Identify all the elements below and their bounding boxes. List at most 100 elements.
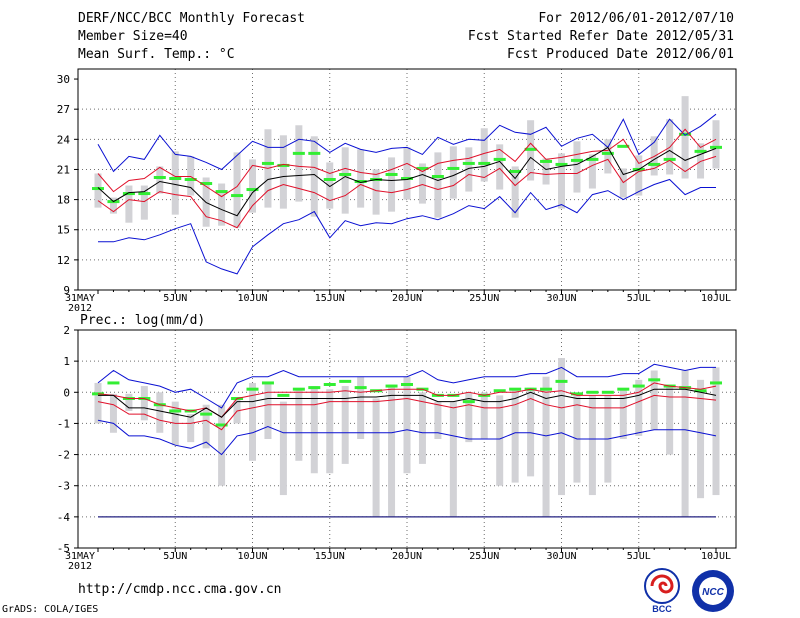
ncc-logo-text: NCC bbox=[702, 587, 724, 598]
spread-bar bbox=[434, 401, 442, 439]
spread-bar bbox=[264, 382, 272, 439]
forecast-period: For 2012/06/01-2012/07/10 bbox=[538, 11, 734, 26]
x-tick-label: 5JUN bbox=[163, 551, 187, 562]
spread-bar bbox=[156, 392, 164, 433]
x-tick-label: 15JUN bbox=[315, 293, 345, 304]
spread-bar bbox=[465, 392, 473, 443]
spread-bar bbox=[388, 157, 396, 212]
spread-bar bbox=[357, 376, 365, 439]
bcc-logo-ring bbox=[644, 568, 680, 604]
spread-bar bbox=[650, 370, 658, 430]
spread-bar bbox=[573, 141, 581, 193]
y-tick-label: 24 bbox=[57, 133, 71, 146]
spread-bar bbox=[372, 398, 380, 517]
series-line-mean bbox=[98, 388, 717, 418]
x-tick-label: 5JUL bbox=[627, 293, 651, 304]
x-tick-label: 5JUL bbox=[627, 551, 651, 562]
y-tick-label: 18 bbox=[57, 194, 70, 207]
y-tick-label: 21 bbox=[57, 163, 70, 176]
y-tick-label: 30 bbox=[57, 73, 70, 86]
y-tick-label: -1 bbox=[57, 417, 70, 430]
spread-bar bbox=[249, 159, 256, 213]
y-tick-label: -4 bbox=[57, 511, 71, 524]
series-line-upper bbox=[97, 128, 717, 198]
spread-bar bbox=[202, 404, 210, 449]
spread-bar bbox=[681, 96, 689, 179]
spread-bar bbox=[295, 125, 303, 202]
spread-bar bbox=[418, 392, 426, 464]
series-line-lower bbox=[97, 394, 717, 431]
spread-bar bbox=[326, 162, 334, 209]
spread-bar bbox=[341, 386, 349, 464]
spread-bar bbox=[604, 139, 612, 174]
spread-bar bbox=[233, 152, 241, 228]
series-line-min bbox=[97, 419, 717, 456]
bcc-logo-swirl bbox=[650, 574, 674, 594]
spread-bar bbox=[588, 154, 596, 189]
spread-bar bbox=[218, 404, 226, 486]
x-tick-label: 31MAY bbox=[65, 551, 95, 562]
x-tick-label: 25JUN bbox=[469, 551, 499, 562]
y-tick-label: 27 bbox=[57, 103, 70, 116]
y-tick-label: -3 bbox=[57, 480, 70, 493]
bcc-logo-text: BCC bbox=[652, 604, 672, 614]
x-tick-label: 30JUN bbox=[546, 551, 576, 562]
spread-bar bbox=[697, 379, 705, 499]
spread-bar bbox=[588, 395, 596, 496]
spread-bar bbox=[712, 367, 720, 496]
spread-bar bbox=[109, 393, 117, 433]
spread-bar bbox=[279, 135, 287, 209]
spread-bar bbox=[465, 147, 473, 192]
spread-bar bbox=[156, 166, 164, 194]
spread-bar bbox=[480, 128, 488, 182]
x-tick-label: 25JUN bbox=[469, 293, 499, 304]
spread-bar bbox=[496, 144, 504, 190]
y-tick-label: 1 bbox=[63, 355, 70, 368]
spread-bar bbox=[249, 382, 256, 461]
y-tick-label: 15 bbox=[57, 224, 70, 237]
spread-bar bbox=[372, 169, 380, 215]
spread-bar bbox=[310, 136, 318, 217]
spread-bar bbox=[94, 173, 102, 208]
series-line-upper bbox=[97, 382, 717, 418]
spread-bar bbox=[527, 387, 535, 477]
spread-bar bbox=[125, 393, 133, 411]
variable-label: Mean Surf. Temp.: °C bbox=[78, 47, 235, 62]
x-tick-label: 31MAY bbox=[65, 293, 95, 304]
series-line-min bbox=[98, 178, 716, 275]
y-tick-label: -5 bbox=[57, 542, 70, 555]
spread-bar bbox=[496, 395, 504, 486]
y-tick-label: 12 bbox=[57, 254, 70, 267]
spread-bar bbox=[357, 149, 365, 208]
x-tick-label: 15JUN bbox=[315, 551, 345, 562]
spread-bar bbox=[279, 401, 287, 496]
spread-bar bbox=[542, 376, 550, 517]
spread-bar bbox=[109, 197, 117, 214]
spread-bar bbox=[140, 185, 148, 220]
source-url[interactable]: http://cmdp.ncc.cma.gov.cn bbox=[78, 582, 282, 597]
spread-bar bbox=[187, 414, 195, 443]
fcst-produced-date: Fcst Produced Date 2012/06/01 bbox=[507, 47, 734, 62]
series-line-max bbox=[97, 363, 716, 409]
x-tick-label: 30JUN bbox=[546, 293, 576, 304]
chart-title: DERF/NCC/BCC Monthly Forecast bbox=[78, 11, 305, 26]
spread-bar bbox=[449, 146, 457, 199]
series-line-mean bbox=[97, 146, 717, 217]
spread-bar bbox=[94, 382, 102, 424]
x-tick-label: 5JUN bbox=[163, 293, 187, 304]
ncc-logo: NCC bbox=[692, 570, 734, 612]
spread-bar bbox=[635, 379, 643, 436]
x-tick-label: 10JUL bbox=[701, 551, 731, 562]
spread-bar bbox=[511, 166, 519, 218]
x-tick-label: 10JUN bbox=[237, 551, 267, 562]
series-line-lower bbox=[97, 155, 717, 229]
x-tick-label: 20JUN bbox=[392, 551, 422, 562]
x-tick-label: 2012 bbox=[68, 303, 92, 314]
spread-bar bbox=[434, 152, 442, 218]
x-tick-label: 10JUN bbox=[237, 293, 267, 304]
spread-bar bbox=[310, 386, 318, 474]
spread-bar bbox=[712, 120, 720, 169]
y-tick-label: -2 bbox=[57, 449, 70, 462]
